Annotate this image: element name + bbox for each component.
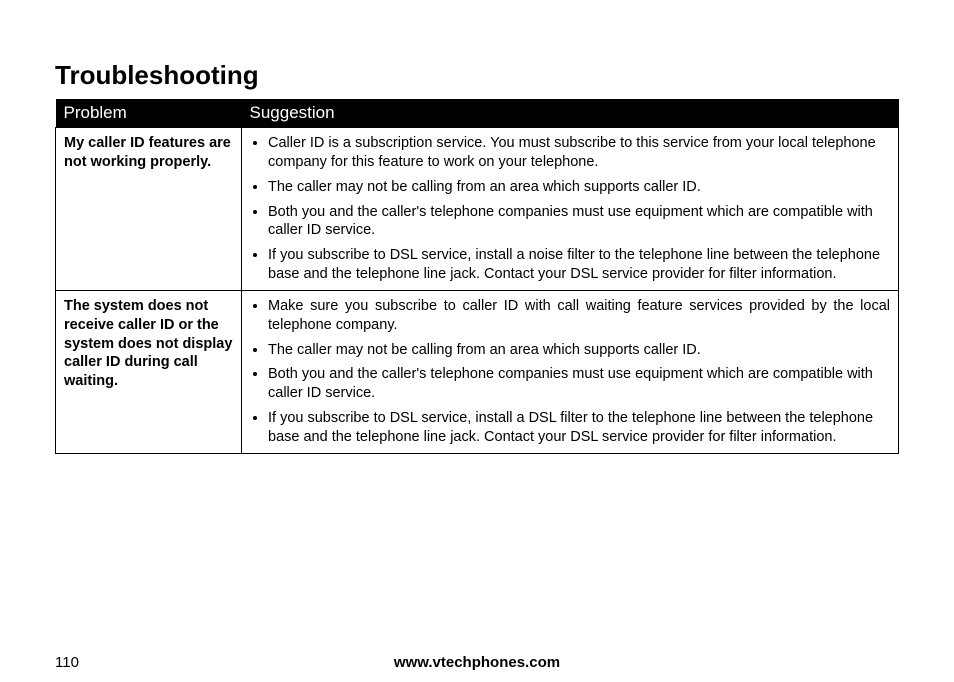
suggestion-item: Caller ID is a subscription service. You… [268, 134, 890, 172]
problem-cell: My caller ID features are not working pr… [56, 128, 242, 291]
suggestion-item: The caller may not be calling from an ar… [268, 341, 890, 360]
suggestion-item: If you subscribe to DSL service, install… [268, 246, 890, 284]
suggestion-item: If you subscribe to DSL service, install… [268, 409, 890, 447]
page: Troubleshooting Problem Suggestion My ca… [0, 0, 954, 682]
table-header-row: Problem Suggestion [56, 99, 899, 128]
suggestion-list: Make sure you subscribe to caller ID wit… [250, 297, 890, 447]
suggestion-cell: Caller ID is a subscription service. You… [242, 128, 899, 291]
suggestion-item: Both you and the caller's telephone comp… [268, 203, 890, 241]
suggestion-list: Caller ID is a subscription service. You… [250, 134, 890, 284]
suggestion-item: The caller may not be calling from an ar… [268, 178, 890, 197]
table-row: My caller ID features are not working pr… [56, 128, 899, 291]
troubleshooting-table: Problem Suggestion My caller ID features… [55, 99, 899, 454]
table-row: The system does not receive caller ID or… [56, 290, 899, 453]
suggestion-item: Both you and the caller's telephone comp… [268, 365, 890, 403]
suggestion-cell: Make sure you subscribe to caller ID wit… [242, 290, 899, 453]
page-title: Troubleshooting [55, 60, 899, 91]
col-header-problem: Problem [56, 99, 242, 128]
footer-url: www.vtechphones.com [55, 654, 899, 671]
suggestion-item: Make sure you subscribe to caller ID wit… [268, 297, 890, 335]
col-header-suggestion: Suggestion [242, 99, 899, 128]
problem-cell: The system does not receive caller ID or… [56, 290, 242, 453]
